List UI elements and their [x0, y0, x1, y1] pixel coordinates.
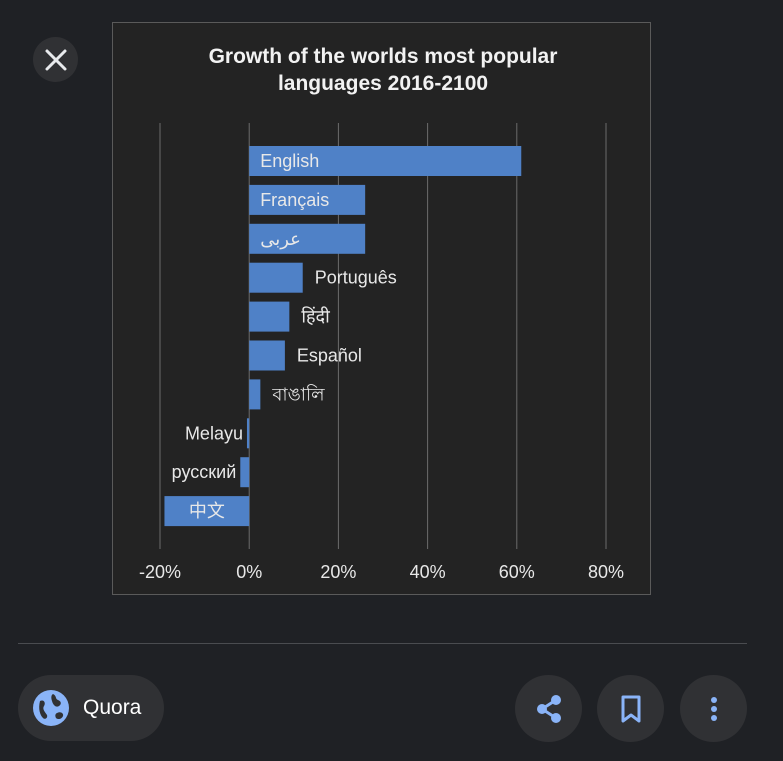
bar: [249, 262, 303, 293]
source-name: Quora: [83, 696, 142, 719]
bar-label: हिंदी: [301, 306, 330, 327]
more-options-button[interactable]: [680, 675, 747, 742]
bar-label: عربى: [260, 229, 301, 250]
bar: [164, 496, 250, 527]
bar-label: English: [260, 151, 319, 171]
chart-title-line-1: Growth of the worlds most popular: [209, 45, 558, 68]
bar: [249, 184, 366, 215]
bar-label: Português: [315, 268, 397, 288]
bookmark-button[interactable]: [597, 675, 664, 742]
chart-title-line-2: languages 2016-2100: [278, 72, 488, 95]
share-button[interactable]: [515, 675, 582, 742]
x-tick-label: 20%: [320, 562, 356, 582]
bar: [249, 301, 290, 332]
bar: [249, 379, 261, 410]
bar: [249, 340, 285, 371]
bar: [249, 223, 366, 254]
bar-label: Français: [260, 190, 329, 210]
close-button[interactable]: [33, 37, 78, 82]
bar-label: Español: [297, 346, 362, 366]
bar: [240, 457, 250, 488]
more-vert-icon: [710, 696, 717, 721]
bar-label: Melayu: [185, 423, 243, 443]
globe-icon: [32, 689, 70, 727]
bar-label: 中文: [189, 501, 225, 521]
x-tick-label: 80%: [588, 562, 624, 582]
bookmark-icon: [621, 695, 640, 722]
bar: [246, 418, 250, 449]
bar-label: русский: [172, 462, 237, 482]
image-preview: Growth of the worlds most popular langua…: [112, 22, 651, 595]
source-link[interactable]: Quora: [18, 675, 164, 741]
x-tick-label: 60%: [499, 562, 535, 582]
bar: [249, 146, 522, 176]
close-icon: [45, 49, 66, 70]
x-tick-label: -20%: [139, 562, 181, 582]
x-tick-label: 0%: [236, 562, 262, 582]
divider: [18, 643, 747, 644]
x-tick-label: 40%: [410, 562, 446, 582]
growth-chart: Growth of the worlds most popular langua…: [139, 45, 624, 582]
bar-label: বাঙালি: [271, 384, 325, 404]
share-icon: [536, 694, 561, 723]
